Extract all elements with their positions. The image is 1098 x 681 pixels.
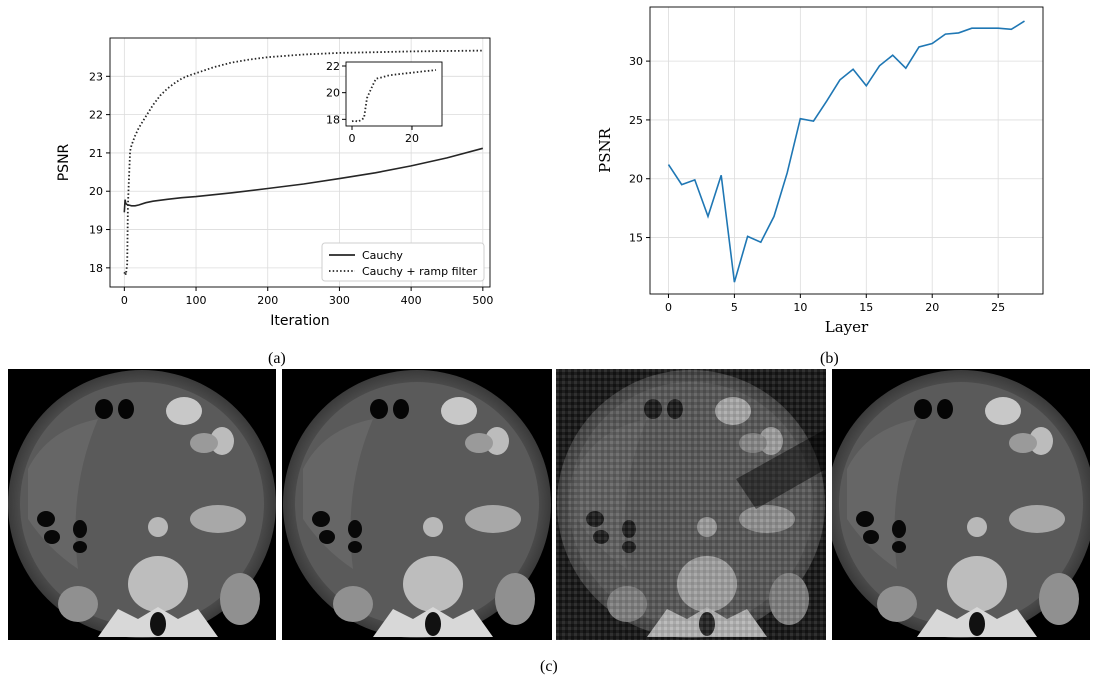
chart-b: 0 5 10 15 20 25 15 20 25 30 Layer PSNR xyxy=(596,6,1044,336)
x-tick-label: 5 xyxy=(731,301,738,314)
y-tick-label: 18 xyxy=(89,262,103,275)
series-line-1 xyxy=(123,49,483,275)
y-tick-label: 19 xyxy=(89,224,103,237)
y-tick-label: 25 xyxy=(629,114,643,127)
x-tick-label: 300 xyxy=(329,294,350,307)
inset-frame xyxy=(345,61,443,127)
legend-box xyxy=(321,242,485,282)
x-tick-label: 100 xyxy=(186,294,207,307)
y-tick-label: 23 xyxy=(89,70,103,83)
x-tick-label: 15 xyxy=(859,301,873,314)
y-axis-label: PSNR xyxy=(56,143,72,181)
plot-frame xyxy=(109,37,491,288)
y-tick-label: 22 xyxy=(89,109,103,122)
inset-y-tick-label: 20 xyxy=(326,87,340,100)
inset-x-tick-label: 0 xyxy=(349,132,356,145)
series-line-0 xyxy=(667,20,1025,283)
ct-image-2 xyxy=(282,369,552,640)
y-tick-label: 20 xyxy=(629,173,643,186)
y-tick-label: 30 xyxy=(629,55,643,68)
inset-series-line xyxy=(351,69,437,123)
inset-y-tick-label: 22 xyxy=(326,60,340,73)
plot-frame xyxy=(649,6,1044,295)
y-tick-label: 20 xyxy=(89,185,103,198)
x-tick-label: 200 xyxy=(257,294,278,307)
caption-a: (a) xyxy=(268,350,286,367)
y-tick-label: 15 xyxy=(629,232,643,245)
legend-label-1: Cauchy + ramp filter xyxy=(362,265,478,278)
y-tick-label: 21 xyxy=(89,147,103,160)
chart-a: 0 100 200 300 400 500181920212223IterationPSN… xyxy=(56,37,493,329)
x-tick-label: 0 xyxy=(121,294,128,307)
ct-image-1 xyxy=(8,369,276,640)
x-tick-label: 25 xyxy=(991,301,1005,314)
x-tick-label: 0 xyxy=(665,301,672,314)
inset-x-tick-label: 20 xyxy=(405,132,419,145)
legend-label-0: Cauchy xyxy=(362,249,403,262)
x-tick-label: 20 xyxy=(925,301,939,314)
inset-y-tick-label: 18 xyxy=(326,113,340,126)
caption-b: (b) xyxy=(820,350,839,367)
x-axis-label: Iteration xyxy=(270,313,329,329)
caption-c: (c) xyxy=(540,658,558,675)
x-tick-label: 10 xyxy=(793,301,807,314)
series-line-0 xyxy=(123,147,484,213)
ct-image-4 xyxy=(832,369,1090,640)
y-axis-label: PSNR xyxy=(596,127,614,172)
x-tick-label: 400 xyxy=(401,294,422,307)
x-tick-label: 500 xyxy=(472,294,493,307)
x-axis-label: Layer xyxy=(825,318,869,336)
ct-image-3 xyxy=(556,369,826,640)
